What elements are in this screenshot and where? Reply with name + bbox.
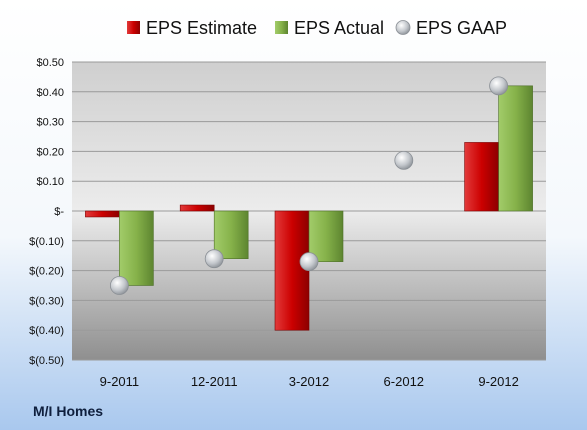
x-tick-label: 12-2011 <box>191 374 238 389</box>
eps-actual-bar <box>213 210 249 259</box>
x-axis-tick-labels: 9-2011 12-2011 3-2012 6-2012 9-2012 <box>100 374 519 389</box>
legend-swatch-eps-estimate <box>127 21 140 34</box>
eps-estimate-bar <box>274 210 310 331</box>
x-tick-label: 3-2012 <box>289 374 329 389</box>
eps-gaap-point <box>394 150 414 170</box>
y-tick-label: $(0.40) <box>29 325 64 337</box>
y-tick-label: $0.50 <box>36 57 64 69</box>
eps-estimate-bar <box>85 210 120 218</box>
legend-label-eps-actual: EPS Actual <box>294 18 384 38</box>
company-name: M/I Homes <box>33 403 103 419</box>
y-axis-tick-labels: $0.50 $0.40 $0.30 $0.20 $0.10 $- $(0.10) $(0.20… <box>29 57 64 367</box>
eps-gaap-point <box>204 249 224 269</box>
y-tick-label: $(0.30) <box>29 295 64 307</box>
y-tick-label: $(0.10) <box>29 236 64 248</box>
y-tick-label: $0.20 <box>36 146 64 158</box>
legend-label-eps-estimate: EPS Estimate <box>146 18 257 38</box>
legend-marker-eps-gaap <box>395 20 411 35</box>
legend-label-eps-gaap: EPS GAAP <box>416 18 507 38</box>
x-tick-label: 9-2011 <box>100 374 140 389</box>
eps-gaap-point <box>110 276 129 295</box>
legend: EPS Estimate EPS Actual EPS GAAP <box>127 18 507 38</box>
y-tick-label: $0.10 <box>36 176 64 188</box>
eps-actual-bar <box>498 85 533 212</box>
eps-estimate-bar <box>179 204 215 212</box>
eps-gaap-point <box>299 252 319 272</box>
bars <box>85 85 533 331</box>
eps-estimate-bar <box>464 142 499 212</box>
y-tick-label: $0.30 <box>36 117 64 129</box>
eps-actual-bar <box>308 210 344 262</box>
x-tick-label: 6-2012 <box>384 374 424 389</box>
y-tick-label: $(0.50) <box>29 355 64 367</box>
eps-gaap-point <box>489 76 509 96</box>
eps-actual-bar <box>119 210 154 286</box>
y-tick-label: $- <box>54 206 64 218</box>
x-tick-label: 9-2012 <box>478 374 518 389</box>
y-tick-label: $(0.20) <box>29 266 64 278</box>
y-tick-label: $0.40 <box>36 87 64 99</box>
gaap-points <box>110 76 509 295</box>
legend-swatch-eps-actual <box>275 21 288 34</box>
